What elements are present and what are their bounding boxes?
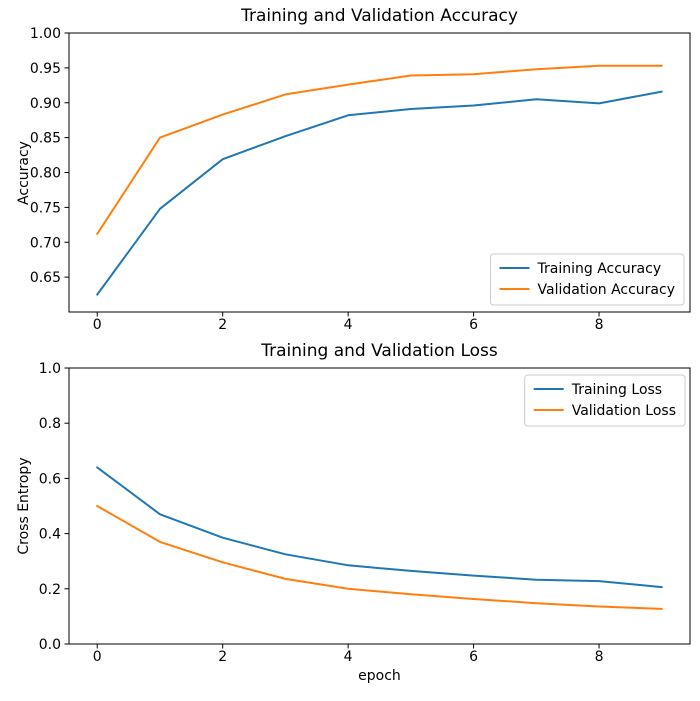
accuracy-x-tick-label: 2 [218,317,227,333]
loss-legend: Training Loss Validation Loss [524,374,686,427]
accuracy-chart-title: Training and Validation Accuracy [241,6,518,26]
loss-y-tick-label: 1.0 [39,361,61,377]
accuracy-legend-box [490,253,685,306]
loss-y-tick-label: 0.6 [39,471,61,487]
accuracy-y-tick-label: 0.90 [30,96,61,112]
training-loss-legend-label: Training Loss [571,382,662,398]
accuracy-y-tick-label: 0.75 [30,200,61,216]
training-accuracy-line [96,90,663,296]
accuracy-y-tick-label: 0.70 [30,235,61,251]
x-axis-label: epoch [358,668,401,684]
loss-y-tick-label: 0.8 [39,416,61,432]
accuracy-y-tick-label: 1.00 [30,26,61,42]
validation-accuracy-line [96,64,663,235]
loss-x-tick-label: 8 [595,649,604,665]
loss-chart-title: Training and Validation Loss [261,341,498,361]
accuracy-y-tick-label: 0.85 [30,131,61,147]
loss-y-axis-label: Cross Entropy [16,457,32,555]
loss-x-tick-label: 4 [344,649,353,665]
validation-loss-legend-label: Validation Loss [572,403,676,419]
loss-x-tick-label: 2 [218,649,227,665]
loss-y-tick-label: 0.4 [39,527,61,543]
loss-x-tick-label: 0 [93,649,102,665]
training-accuracy-legend-label: Training Accuracy [537,261,662,277]
accuracy-x-tick-label: 0 [93,317,102,333]
training-loss-line [96,466,663,589]
accuracy-x-tick-label: 8 [595,317,604,333]
loss-x-tick-label: 6 [469,649,478,665]
validation-accuracy-legend-label: Validation Accuracy [538,282,676,298]
accuracy-x-tick-label: 6 [469,317,478,333]
loss-plot-border [68,367,691,645]
accuracy-y-tick-label: 0.65 [30,270,61,286]
accuracy-x-tick-label: 4 [344,317,353,333]
accuracy-y-axis-label: Accuracy [16,141,32,205]
loss-y-tick-label: 0.0 [39,637,61,653]
accuracy-y-tick-label: 0.95 [30,61,61,77]
accuracy-y-tick-label: 0.80 [30,166,61,182]
validation-loss-line [96,505,663,610]
loss-legend-box [524,374,686,427]
accuracy-legend: Training Accuracy Validation Accuracy [490,253,685,306]
loss-y-tick-label: 0.2 [39,582,61,598]
